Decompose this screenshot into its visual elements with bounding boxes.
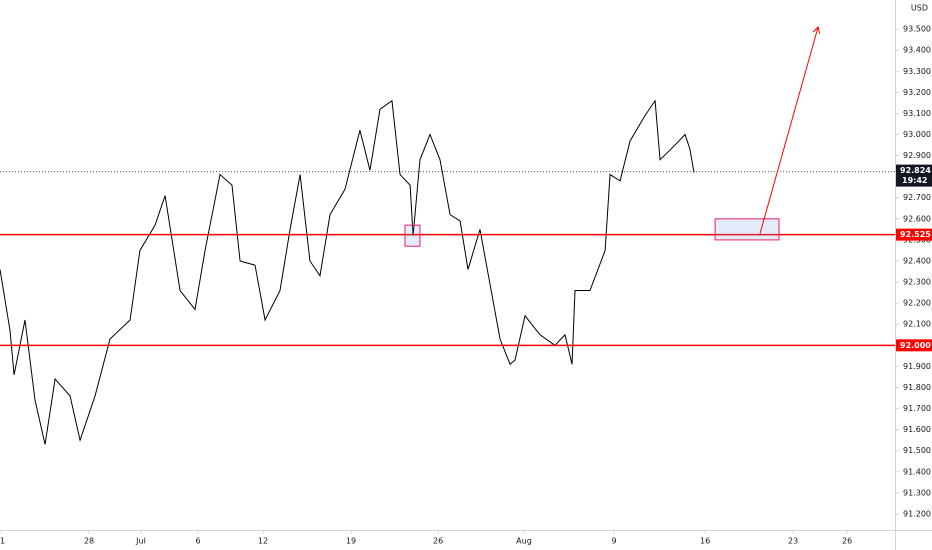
x-tick-label: 26 — [433, 537, 443, 546]
x-tick-label: Aug — [516, 537, 532, 546]
level-tag — [896, 339, 932, 352]
currency-label: USD — [911, 4, 928, 13]
y-tick-label: 93.300 — [903, 67, 931, 76]
x-tick-label: 21 — [0, 537, 5, 546]
x-tick-label: 28 — [84, 537, 94, 546]
y-tick-label: 92.900 — [903, 151, 931, 160]
y-tick-label: 91.700 — [903, 404, 931, 413]
y-tick-label: 91.300 — [903, 488, 931, 497]
x-tick-label: 12 — [258, 537, 268, 546]
x-tick-label: 23 — [788, 537, 798, 546]
y-tick-label: 92.400 — [903, 256, 931, 265]
y-tick-label: 92.100 — [903, 320, 931, 329]
y-tick-label: 91.200 — [903, 509, 931, 518]
arrow-head — [812, 25, 821, 34]
level-label: 92.525 — [900, 230, 931, 239]
y-tick-label: 91.900 — [903, 362, 931, 371]
x-tick-label: 19 — [346, 537, 356, 546]
x-tick-label: 6 — [195, 537, 200, 546]
y-tick-label: 92.700 — [903, 193, 931, 202]
arrow-line — [759, 26, 819, 234]
y-tick-label: 91.800 — [903, 383, 931, 392]
x-tick-label: 16 — [700, 537, 710, 546]
y-tick-label: 91.600 — [903, 425, 931, 434]
annotation-box — [714, 218, 780, 241]
x-tick-label: 9 — [612, 537, 617, 546]
level-label: 92.000 — [900, 341, 931, 350]
level-tag — [896, 228, 932, 241]
annotation-box — [404, 224, 421, 247]
countdown-label: 19:42 — [902, 176, 927, 185]
y-tick-label: 92.300 — [903, 278, 931, 287]
y-tick-label: 93.200 — [903, 88, 931, 97]
y-tick-label: 92.200 — [903, 299, 931, 308]
y-tick-label: 92.600 — [903, 214, 931, 223]
y-tick-label: 93.500 — [903, 25, 931, 34]
y-tick-label: 91.500 — [903, 446, 931, 455]
y-tick-label: 91.400 — [903, 467, 931, 476]
y-tick-label: 93.400 — [903, 46, 931, 55]
y-tick-label: 93.100 — [903, 109, 931, 118]
last-price-tag — [896, 164, 932, 187]
price-line — [0, 99, 695, 445]
x-tick-label: 26 — [842, 537, 852, 546]
last-price-label: 92.824 — [900, 166, 931, 175]
x-tick-label: Jul — [135, 537, 146, 546]
y-tick-label: 93.000 — [903, 130, 931, 139]
